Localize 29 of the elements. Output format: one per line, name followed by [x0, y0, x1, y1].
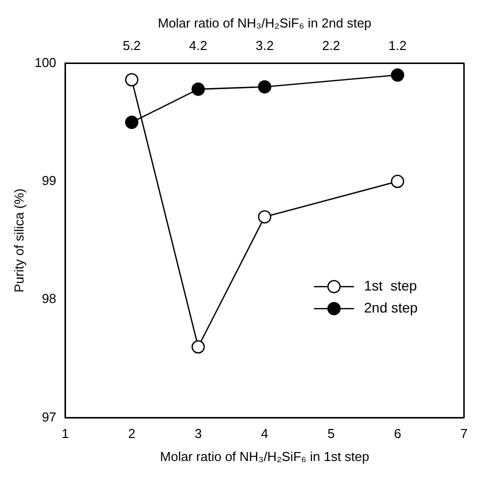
x-tick-label: 1 [62, 426, 69, 442]
x-axis-title: Molar ratio of NH₃/H₂SiF₆ in 1st step [160, 448, 370, 464]
x2-tick-label: 2.2 [322, 38, 340, 53]
y-tick-label: 99 [42, 172, 56, 188]
point [192, 82, 205, 96]
point [125, 73, 138, 86]
x-tick-label: 3 [194, 426, 202, 442]
x2-tick-label: 5.2 [122, 38, 141, 53]
legend-label: 1st step [364, 277, 418, 294]
y-tick-label: 100 [34, 54, 56, 70]
point [258, 210, 272, 224]
point [390, 174, 404, 188]
x-tick-label: 7 [460, 426, 468, 442]
x-tick-label: 6 [394, 426, 402, 442]
x2-tick-label: 3.2 [256, 38, 274, 53]
point [390, 68, 404, 82]
x-tick-label: 5 [327, 426, 335, 442]
y-axis-title: Purity of silica (%) [11, 188, 26, 293]
x2-axis-title: Molar ratio of NH₃/H₂SiF₆ in 2nd step [158, 15, 372, 30]
x-tick-label: 2 [128, 426, 136, 442]
legend-label: 2nd step [364, 299, 418, 316]
x-tick-label: 4 [261, 426, 268, 442]
point [192, 340, 205, 354]
x2-tick-label: 4.2 [189, 38, 208, 53]
y-tick-label: 97 [42, 409, 56, 424]
point [258, 80, 272, 94]
y-tick-label: 98 [42, 291, 56, 306]
point [125, 116, 138, 129]
x2-tick-label: 1.2 [388, 38, 407, 53]
